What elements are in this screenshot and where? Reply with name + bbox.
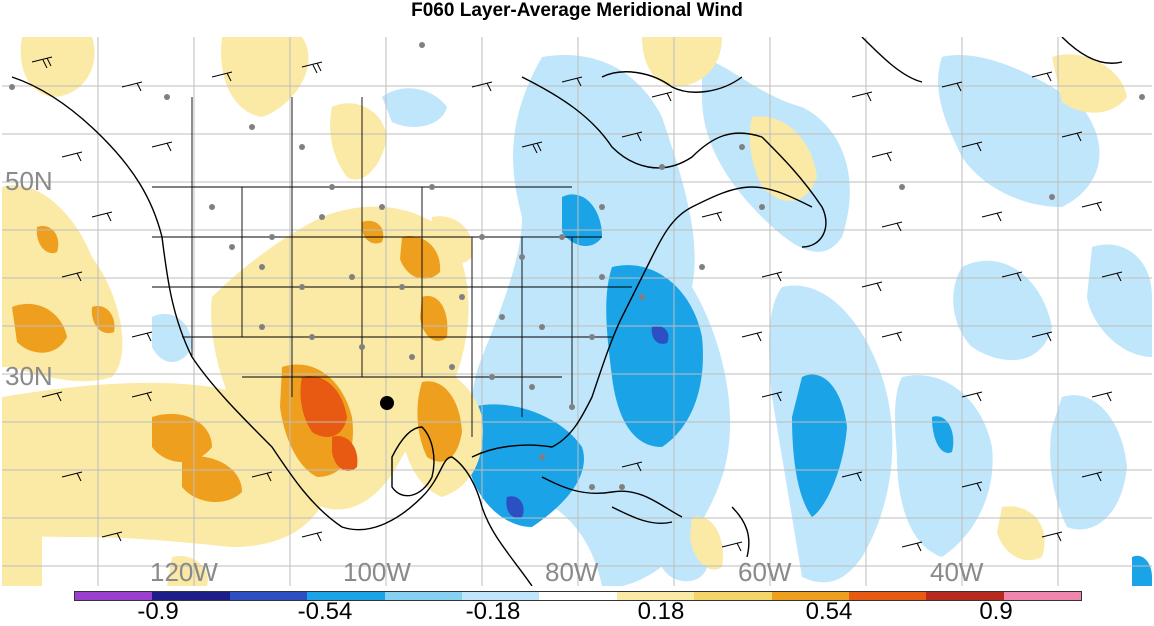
longitude-label-100w: 100W — [343, 557, 411, 587]
colorbar-label: 0.54 — [805, 598, 853, 625]
station-dots — [9, 42, 1145, 490]
longitude-label-60w: 60W — [738, 557, 792, 587]
colorbar-label: 0.18 — [637, 598, 685, 625]
map-canvas — [2, 37, 1152, 586]
colorbar-segment — [307, 592, 385, 600]
latitude-label-30n: 30N — [5, 361, 53, 391]
coastlines — [11, 37, 1123, 586]
shading-layer — [2, 37, 1152, 586]
colorbar-label: 0.9 — [979, 598, 1013, 625]
colorbar-segment — [926, 592, 1004, 600]
latitude-label-50n: 50N — [5, 166, 53, 196]
colorbar-label: -0.9 — [137, 598, 179, 625]
colorbar-segment — [229, 592, 308, 600]
longitude-label-120w: 120W — [150, 557, 218, 587]
map-area — [2, 37, 1152, 586]
longitude-label-40w: 40W — [930, 557, 984, 587]
colorbar-segment — [616, 592, 695, 600]
colorbar-segment — [152, 592, 230, 600]
map-title: F060 Layer-Average Meridional Wind — [411, 0, 743, 21]
colorbar-segment — [461, 592, 540, 600]
colorbar — [74, 591, 1082, 601]
colorbar-segment — [75, 592, 153, 600]
colorbar-segment — [694, 592, 772, 600]
state-borders — [152, 97, 632, 437]
colorbar-segment — [384, 592, 462, 600]
storm-marker — [380, 396, 394, 410]
colorbar-segment — [771, 592, 849, 600]
colorbar-label: -0.54 — [297, 598, 353, 625]
colorbar-segment — [848, 592, 927, 600]
graticule — [2, 37, 1152, 586]
colorbar-segment — [1003, 592, 1082, 600]
colorbar-label: -0.18 — [465, 598, 521, 625]
colorbar-segment — [539, 592, 617, 600]
longitude-label-80w: 80W — [545, 557, 599, 587]
wind-barbs — [31, 56, 1123, 552]
